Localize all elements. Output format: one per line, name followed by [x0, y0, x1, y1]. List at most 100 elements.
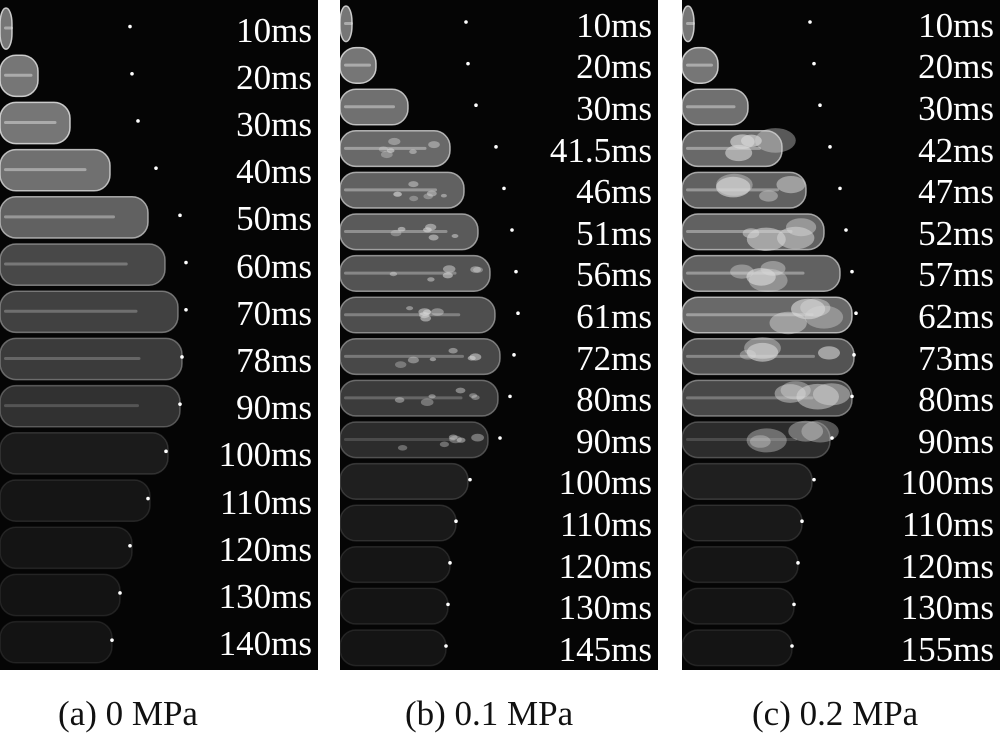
- bubble-cloud-b-6-6: [451, 234, 459, 238]
- tip-marker-b-8: [516, 311, 520, 316]
- tip-marker-b-12: [468, 477, 472, 482]
- tip-marker-a-5: [178, 213, 182, 218]
- bubble-cloud-b-11-2: [471, 433, 484, 442]
- jet-frame-c-16: [682, 629, 793, 667]
- time-label-c-9: 73ms: [918, 338, 994, 378]
- time-label-c-6: 52ms: [918, 213, 994, 253]
- time-label-b-6: 51ms: [576, 213, 652, 253]
- tip-marker-b-15: [446, 602, 450, 607]
- time-label-b-7: 56ms: [576, 255, 652, 295]
- jet-frame-a-1: [0, 7, 13, 50]
- jet-core-a-2: [4, 73, 33, 77]
- panel-a-frames: [0, 7, 188, 664]
- jet-core-a-7: [4, 309, 138, 313]
- tip-marker-c-1: [808, 20, 812, 24]
- time-label-c-7: 57ms: [918, 255, 994, 295]
- jet-core-b-6: [344, 230, 448, 234]
- bubble-cloud-b-8-5: [418, 308, 431, 316]
- time-label-a-4: 40ms: [236, 152, 312, 192]
- bubble-cloud-b-9-1: [395, 361, 407, 368]
- bubble-cloud-b-6-2: [390, 229, 402, 237]
- tip-marker-a-4: [154, 166, 158, 170]
- bubble-cloud-b-8-6: [406, 306, 414, 311]
- bubble-cloud-b-7-1: [470, 266, 481, 273]
- tip-marker-b-14: [448, 561, 452, 565]
- jet-frame-b-2: [340, 46, 377, 84]
- bubble-cloud-c-9-4: [746, 342, 779, 362]
- bubble-cloud-b-7-4: [427, 277, 435, 282]
- tip-marker-c-9: [852, 353, 856, 357]
- time-label-b-10: 80ms: [576, 380, 652, 420]
- bubble-cloud-b-4-2: [388, 137, 401, 146]
- bubble-cloud-c-11-4: [801, 420, 839, 443]
- jet-frame-c-12: [682, 462, 813, 500]
- jet-frame-b-3: [340, 88, 409, 126]
- tip-marker-a-13: [118, 591, 122, 595]
- bubble-cloud-b-4-4: [386, 148, 395, 153]
- jet-core-c-3: [686, 105, 736, 109]
- bubble-cloud-b-4-3: [409, 149, 417, 154]
- bubble-cloud-b-7-2: [443, 265, 456, 273]
- tip-marker-a-1: [128, 24, 132, 29]
- bubble-cloud-b-9-4: [407, 356, 419, 364]
- time-label-a-12: 120ms: [218, 529, 312, 569]
- jet-core-b-9: [344, 354, 464, 358]
- time-label-c-2: 20ms: [918, 47, 994, 87]
- time-label-c-10: 80ms: [918, 380, 994, 420]
- jet-frame-c-3: [682, 88, 749, 126]
- tip-marker-b-2: [466, 61, 470, 66]
- panel-a-image: 10ms 20ms 30ms 40ms 50ms 60ms 70ms 78ms 90ms 100m…: [0, 0, 318, 670]
- tip-marker-b-16: [444, 644, 448, 648]
- jet-frame-b-4: [340, 130, 451, 168]
- bubble-cloud-b-5-5: [423, 193, 433, 200]
- bubble-cloud-b-5-4: [393, 191, 402, 197]
- time-label-b-13: 110ms: [559, 505, 652, 544]
- bubble-cloud-c-5-1: [759, 190, 778, 202]
- tip-marker-a-11: [146, 496, 150, 501]
- panel-b-caption: (b) 0.1 MPa: [405, 694, 574, 733]
- bubble-cloud-b-11-5: [449, 435, 462, 444]
- jet-frame-a-3: [0, 101, 71, 145]
- bubble-cloud-b-4-6: [378, 146, 389, 153]
- jet-core-c-8: [686, 313, 814, 317]
- bubble-cloud-b-4-5: [428, 141, 440, 149]
- bubble-cloud-c-7-3: [748, 268, 788, 292]
- jet-frame-b-1: [340, 5, 353, 43]
- jet-frame-c-11: [682, 421, 831, 459]
- time-label-c-14: 120ms: [900, 546, 994, 586]
- time-label-b-14: 120ms: [558, 546, 652, 586]
- jet-frame-c-2: [682, 46, 719, 84]
- bubble-cloud-b-10-4: [420, 398, 434, 407]
- tip-marker-a-6: [184, 260, 188, 265]
- tip-marker-c-6: [844, 228, 848, 232]
- jet-frame-a-4: [0, 148, 111, 192]
- bubble-cloud-c-10-3: [796, 383, 839, 410]
- jet-frame-c-13: [682, 504, 803, 542]
- bubble-cloud-b-11-6: [439, 441, 449, 448]
- tip-marker-c-8: [854, 311, 858, 316]
- jet-core-a-3: [4, 120, 57, 124]
- jet-frame-b-15: [340, 587, 449, 625]
- panel-c-caption: (c) 0.2 MPa: [752, 694, 919, 733]
- bubble-cloud-b-11-3: [456, 437, 466, 443]
- jet-core-c-2: [686, 63, 713, 67]
- panel-b-image: 10ms 20ms 30ms 41.5ms 46ms 51ms 56ms 61ms 72ms 80…: [340, 0, 658, 670]
- time-label-a-6: 60ms: [236, 246, 312, 286]
- bubble-cloud-b-7-5: [389, 271, 398, 277]
- tip-marker-a-10: [164, 449, 168, 454]
- jet-frame-b-10: [340, 379, 499, 417]
- jet-core-b-10: [344, 396, 463, 400]
- jet-frame-b-13: [340, 504, 457, 542]
- tip-marker-a-2: [130, 71, 134, 76]
- time-label-b-9: 72ms: [576, 338, 652, 378]
- time-label-c-1: 10ms: [918, 5, 994, 45]
- tip-marker-c-10: [850, 394, 854, 399]
- tip-marker-b-6: [510, 228, 514, 232]
- tip-marker-a-12: [128, 543, 132, 548]
- time-label-b-11: 90ms: [576, 421, 652, 461]
- tip-marker-b-10: [508, 394, 512, 399]
- time-label-b-15: 130ms: [558, 588, 652, 628]
- tip-marker-c-15: [792, 602, 796, 607]
- time-label-c-13: 110ms: [901, 505, 994, 544]
- jet-core-b-5: [344, 188, 437, 192]
